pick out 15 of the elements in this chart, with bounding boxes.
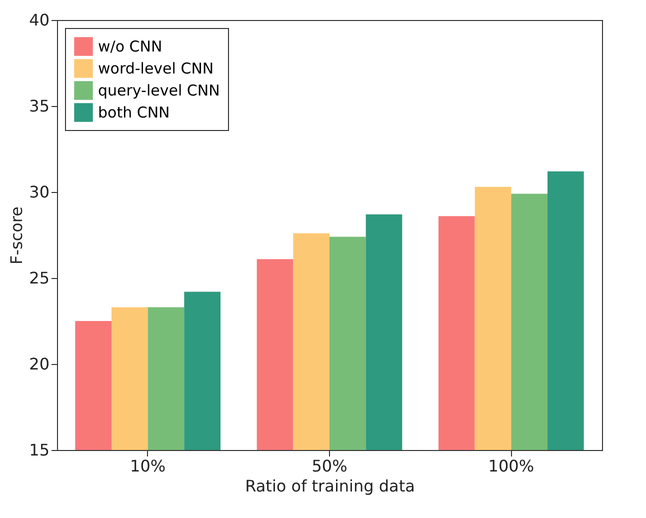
legend-label: both CNN <box>98 104 170 122</box>
y-axis-title: F-score <box>7 206 26 264</box>
y-tick-label: 30 <box>29 182 50 202</box>
legend-label: query-level CNN <box>98 82 220 100</box>
y-tick-label: 15 <box>29 440 50 460</box>
y-tick-label: 25 <box>29 268 50 288</box>
y-tick-label: 20 <box>29 354 50 374</box>
legend-label: w/o CNN <box>98 38 162 56</box>
y-tick-label: 40 <box>29 10 50 30</box>
legend-label: word-level CNN <box>98 60 214 78</box>
x-axis-title: Ratio of training data <box>245 476 415 496</box>
x-tick-label: 10% <box>130 456 166 476</box>
x-tick-label: 50% <box>312 456 348 476</box>
x-tick-label: 100% <box>488 456 534 476</box>
y-tick-label: 35 <box>29 96 50 116</box>
